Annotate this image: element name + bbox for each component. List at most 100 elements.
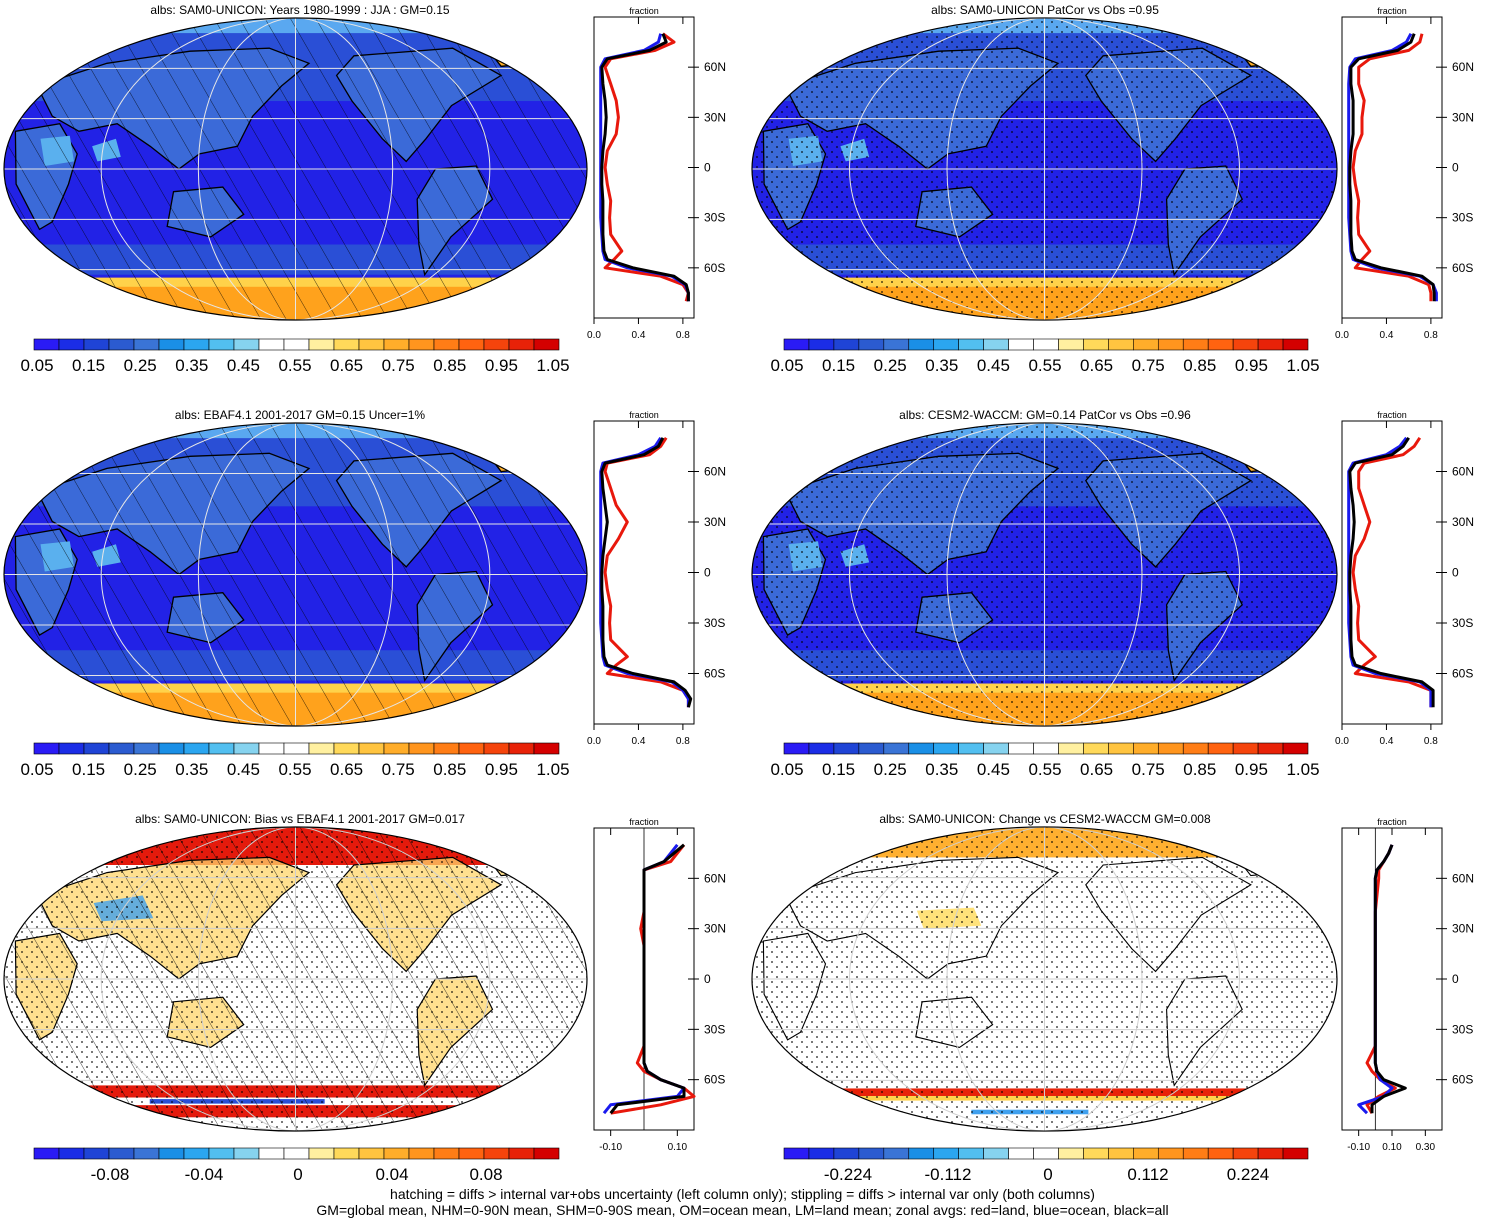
- colorbar-box: [483, 742, 510, 755]
- meridian-0: [849, 422, 1045, 727]
- lat-label-4: 60S: [1452, 261, 1473, 275]
- colorbar-box: [958, 338, 984, 351]
- colorbar-box: [858, 742, 885, 755]
- x-tick-label-2: 0.8: [676, 736, 690, 747]
- colorbar-label-3: 0.35: [925, 356, 958, 375]
- meridian-4: [295, 423, 491, 726]
- colorbar-box: [1232, 742, 1259, 755]
- colorbar-box: [1008, 1147, 1034, 1160]
- colorbar-box: [808, 338, 835, 351]
- meridian-3: [1044, 17, 1143, 321]
- x-tick-label-1: 0.4: [631, 330, 645, 341]
- meridian-1: [946, 826, 1045, 1132]
- meridian-0: [849, 17, 1045, 321]
- colorbar-box: [158, 1147, 185, 1160]
- colorbar-box: [383, 338, 410, 351]
- meridian-3: [295, 827, 394, 1131]
- x-tick-label-2: 0.8: [1424, 330, 1438, 341]
- meridian-0: [100, 18, 296, 321]
- zonal-series-all: [600, 33, 690, 302]
- colorbar-box: [1232, 338, 1259, 351]
- colorbar-box: [833, 1147, 860, 1160]
- zonal-panel-3: fraction 0.0 0.4 0.8 60N 30N 0 30S 60S: [587, 410, 726, 747]
- lat-label-0: 60N: [704, 871, 726, 885]
- zonal-series-all: [609, 843, 686, 1115]
- lat-label-2: 0: [704, 161, 711, 175]
- lat-label-2: 0: [1452, 566, 1459, 580]
- colorbar-box: [258, 338, 285, 351]
- colorbar-box: [258, 742, 285, 755]
- zonal-series-land: [1351, 33, 1433, 302]
- colorbar-label-9: 0.95: [1235, 760, 1268, 779]
- lat-label-2: 0: [1452, 972, 1459, 986]
- colorbar-label-0: -0.08: [91, 1165, 130, 1184]
- colorbar-label-2: 0.25: [874, 356, 907, 375]
- colorbar-box: [833, 338, 860, 351]
- colorbar-box: [908, 338, 935, 351]
- lat-label-3: 30S: [1452, 211, 1473, 225]
- lat-label-4: 60S: [704, 261, 725, 275]
- colorbar-box: [933, 338, 959, 351]
- x-tick-label-1: 0.10: [668, 1142, 688, 1153]
- x-tick-label-0: 0.0: [587, 736, 601, 747]
- colorbar-box: [358, 338, 385, 351]
- meridian-1: [197, 423, 296, 726]
- zonal-series-all: [1348, 33, 1436, 302]
- colorbar-box: [108, 742, 135, 755]
- meridian-4: [1044, 826, 1240, 1132]
- map-panel-2: [751, 17, 1338, 321]
- colorbar-label-3: 0.35: [175, 356, 208, 375]
- colorbar-box: [283, 1147, 310, 1160]
- colorbar-box: [1058, 742, 1084, 755]
- colorbar-box: [133, 1147, 160, 1160]
- footer-line-2: GM=global mean, NHM=0-90N mean, SHM=0-90…: [316, 1202, 1169, 1218]
- colorbar-box: [983, 1147, 1009, 1160]
- map-border: [751, 422, 1338, 727]
- colorbar-box: [1207, 742, 1234, 755]
- panel-title-3: albs: EBAF4.1 2001-2017 GM=0.15 Uncer=1%: [174, 408, 426, 422]
- lat-label-1: 30N: [1452, 515, 1474, 529]
- colorbar-box: [1008, 742, 1034, 755]
- colorbar-box: [533, 742, 560, 755]
- colorbar-1: 0.05 0.15 0.25 0.35 0.45 0.55 0.65 0.75 0.85 0.95…: [20, 338, 570, 375]
- colorbar-box: [1033, 338, 1059, 351]
- meridian-4: [295, 18, 491, 321]
- colorbar-box: [233, 1147, 260, 1160]
- meridian-3: [295, 18, 394, 321]
- x-tick-label-2: 0.8: [1424, 736, 1438, 747]
- colorbar-box: [933, 742, 959, 755]
- colorbar-box: [983, 742, 1009, 755]
- colorbar-box: [233, 742, 260, 755]
- x-tick-label-2: 0.8: [676, 330, 690, 341]
- colorbar-box: [458, 1147, 485, 1160]
- map-panel-5: [3, 826, 588, 1132]
- colorbar-label-3: 0.35: [925, 760, 958, 779]
- colorbar-label-3: 0.04: [375, 1165, 408, 1184]
- colorbar-box: [508, 338, 535, 351]
- colorbar-box: [1182, 1147, 1209, 1160]
- map-border: [3, 826, 588, 1132]
- colorbar-5: -0.08 -0.04 0 0.04 0.08: [33, 1147, 560, 1184]
- colorbar-box: [308, 1147, 335, 1160]
- colorbar-label-7: 0.75: [382, 356, 415, 375]
- colorbar-box: [133, 338, 160, 351]
- colorbar-box: [1058, 338, 1084, 351]
- lat-label-1: 30N: [704, 110, 726, 124]
- colorbar-box: [508, 742, 535, 755]
- colorbar-box: [58, 742, 85, 755]
- meridian-1: [197, 827, 296, 1131]
- lat-label-1: 30N: [704, 922, 726, 936]
- colorbar-box: [1282, 338, 1309, 351]
- colorbar-box: [483, 338, 510, 351]
- colorbar-box: [1058, 1147, 1084, 1160]
- colorbar-box: [1108, 338, 1134, 351]
- colorbar-label-4: 0.45: [227, 760, 260, 779]
- colorbar-box: [158, 338, 185, 351]
- lat-label-3: 30S: [704, 211, 725, 225]
- x-tick-label-0: -0.10: [599, 1142, 622, 1153]
- colorbar-label-5: 0.55: [1028, 356, 1061, 375]
- lat-label-1: 30N: [704, 515, 726, 529]
- x-tick-label-1: 0.4: [1379, 736, 1393, 747]
- map-border: [3, 422, 588, 727]
